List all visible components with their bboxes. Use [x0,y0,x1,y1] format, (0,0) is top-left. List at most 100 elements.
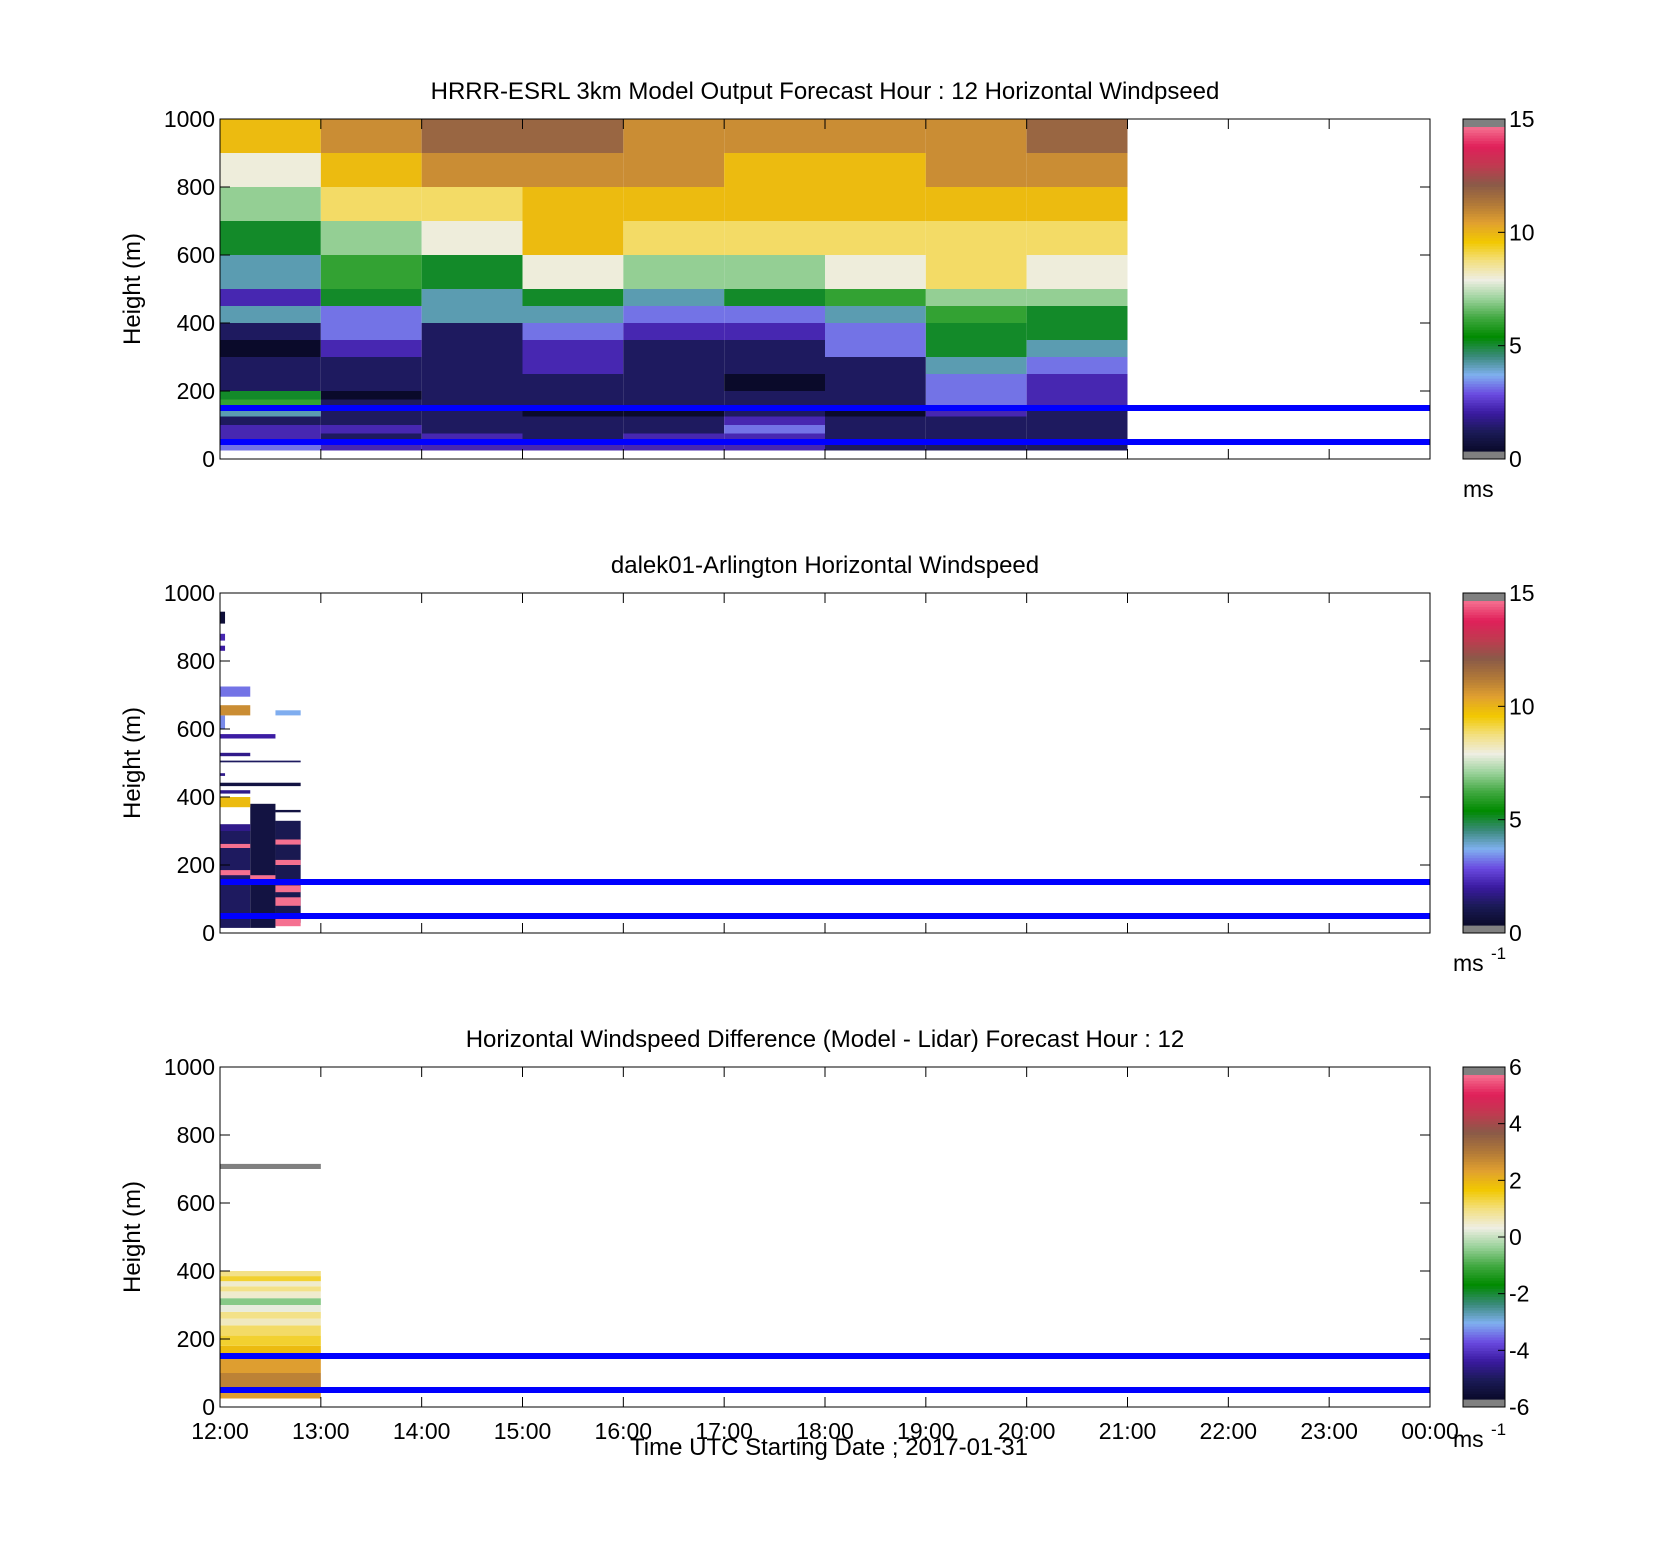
colorbar-segment [1463,1110,1505,1114]
heatmap-cell [825,450,926,459]
colorbar-segment [1463,410,1505,414]
colorbar: 0 5 10 15 ms -1 [1453,580,1535,976]
colorbar-segment [1463,754,1505,759]
colorbar-segment [1463,916,1505,921]
heatmap-cell [220,705,251,716]
colorbar-segment [1463,1393,1505,1397]
colorbar-segment [1463,1150,1505,1154]
heatmap-cell [925,221,1027,255]
colorbar-segment [1463,876,1505,880]
colorbar-segment [1463,289,1505,293]
colorbar-segment [1463,353,1505,358]
colorbar-segment [1463,286,1505,290]
colorbar-segment [1463,741,1505,745]
colorbar-segment [1463,310,1505,314]
heatmap-cell [275,859,301,865]
colorbar-segment [1463,218,1505,223]
colorbar-segment [1463,638,1505,643]
heatmap-cell [220,433,321,442]
colorbar-segment [1463,1342,1505,1346]
colorbar-segment [1463,1377,1505,1381]
heatmap-cell [522,340,624,357]
colorbar-segment [1463,1390,1505,1395]
colorbar-segment [1463,199,1505,204]
heatmap-cell [220,357,321,374]
x-tick-label: 14:00 [393,1418,451,1444]
colorbar-segment [1463,900,1505,904]
heatmap-cell [825,255,926,289]
colorbar-segment [1463,348,1505,352]
heatmap-cell [421,374,523,391]
colorbar-segment [1463,692,1505,697]
heatmap-cell [623,153,725,187]
heatmap-cell [250,875,276,882]
heatmap-cell [220,442,321,451]
colorbar-segment [1463,700,1505,705]
heatmap-cell [724,374,825,391]
heatmap-cell [320,323,422,340]
colorbar-segment [1463,253,1505,258]
heatmap-cell [825,374,926,391]
colorbar-segment [1463,727,1505,732]
colorbar-segment [1463,1339,1505,1343]
heatmap-cell [220,391,321,400]
heatmap-cell [623,433,725,442]
colorbar-segment [1463,297,1505,301]
x-tick-label: 18:00 [796,1418,854,1444]
colorbar-segment [1463,752,1505,756]
colorbar-segment [1463,657,1505,661]
colorbar-segment [1463,326,1505,331]
heatmap-cell [522,425,624,434]
x-axis-label: Time UTC Starting Date ; 2017-01-31 [630,1434,1028,1461]
heatmap-cell [220,1311,321,1319]
colorbar-frame [1462,592,1506,934]
heatmap-cell [623,306,725,323]
colorbar-segment [1463,313,1505,317]
colorbar-segment [1463,792,1505,796]
heatmap-cell [220,221,321,255]
heatmap-cell [825,433,926,442]
colorbar-segment [1463,1369,1505,1373]
heatmap-cell [825,153,926,187]
colorbar-segment [1463,1093,1505,1098]
colorbar-tick-label: -2 [1509,1281,1529,1307]
y-tick-label: 1000 [164,106,215,132]
y-tick-label: 600 [177,1190,215,1216]
colorbar-segment [1463,768,1505,772]
heatmap-cell [925,255,1027,289]
heatmap-cell [522,391,624,400]
colorbar-cap [1463,1067,1505,1075]
y-tick-label: 800 [177,174,215,200]
colorbar-tick-label: 15 [1509,580,1535,606]
y-tick-label: 400 [177,784,215,810]
colorbar-segment [1463,1345,1505,1349]
colorbar-segment [1463,1388,1505,1392]
colorbar-segment [1463,132,1505,136]
heatmap-cell [220,1356,321,1373]
heatmap-cell [1026,416,1128,425]
colorbar-segment [1463,1374,1505,1378]
heatmap-cell [1026,153,1128,187]
panel-3: Horizontal Windspeed Difference (Model -… [119,1026,1530,1452]
heatmap-cell [623,450,725,459]
colorbar-unit-exponent: -1 [1491,1420,1506,1439]
colorbar-segment [1463,601,1505,605]
y-tick-label: 400 [177,310,215,336]
heatmap-cell [1026,399,1128,408]
heatmap-cell [275,897,301,906]
x-tick-label: 20:00 [998,1418,1056,1444]
colorbar-segment [1463,378,1505,382]
colorbar-cap [1463,451,1505,459]
heatmap-cell [522,399,624,408]
colorbar-segment [1463,887,1505,891]
colorbar-unit-exponent: -1 [1491,944,1506,963]
heatmap-cell [1026,450,1128,459]
colorbar-segment [1463,251,1505,255]
colorbar-segment [1463,1220,1505,1225]
colorbar-segment [1463,1304,1505,1308]
heatmap-cell [220,425,321,434]
colorbar-segment [1463,1075,1505,1079]
heatmap-cell [724,416,825,425]
colorbar-segment [1463,671,1505,675]
heatmap-cell [825,425,926,434]
